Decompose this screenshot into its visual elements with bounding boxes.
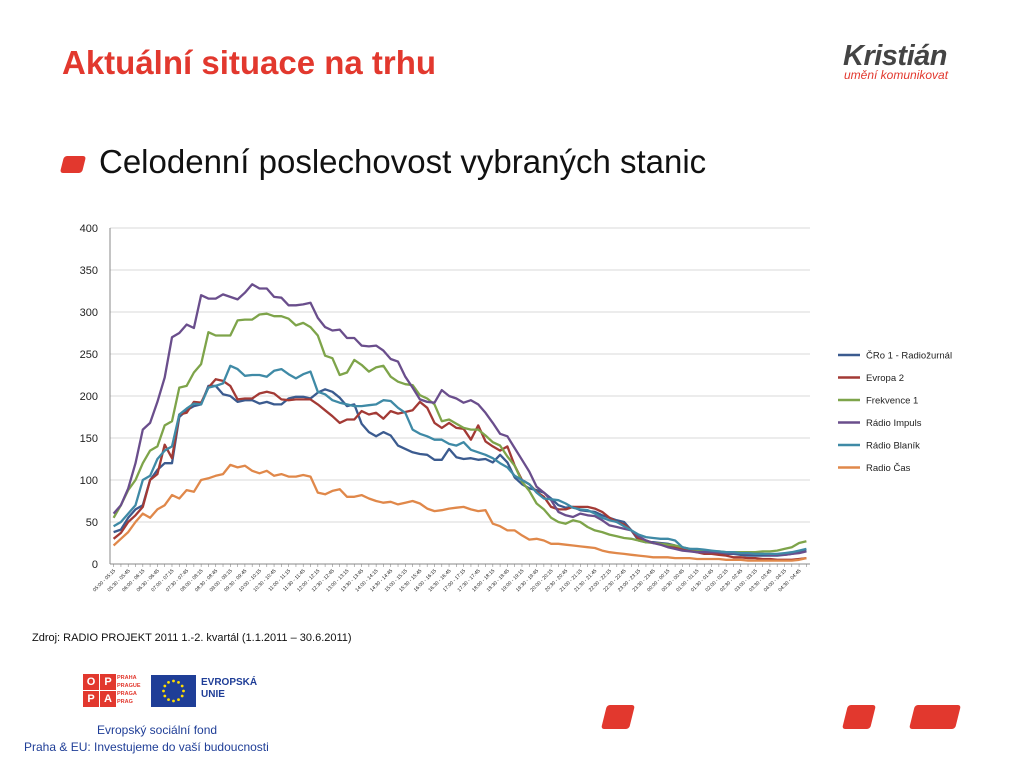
series-line xyxy=(112,283,807,556)
eu-star-icon xyxy=(177,698,180,702)
eu-star-icon xyxy=(182,689,185,693)
opp-side-text: PRAHA PRAGUE PRAGA PRAG xyxy=(117,674,147,707)
y-tick-label: 50 xyxy=(86,517,98,529)
y-tick-label: 200 xyxy=(80,391,98,403)
decor-shape xyxy=(909,705,961,729)
bullet-text: Celodenní poslechovost vybraných stanic xyxy=(99,143,707,180)
esf-slogan: Praha & EU: Investujeme do vaší budoucno… xyxy=(24,740,269,754)
eu-star-icon xyxy=(163,684,167,688)
y-tick-label: 350 xyxy=(80,265,98,277)
slide-title: Aktuální situace na trhu xyxy=(62,44,437,81)
opp-side-line: PRAGA xyxy=(117,691,137,697)
y-tick-label: 150 xyxy=(80,433,98,445)
legend-label: ČRo 1 - Radiožurnál xyxy=(866,351,952,362)
y-tick-label: 0 xyxy=(92,559,98,571)
eu-star-icon xyxy=(167,698,170,702)
series-line xyxy=(113,364,807,556)
legend-label: Radio Čas xyxy=(866,463,911,474)
opp-side-line: PRAHA xyxy=(117,675,137,681)
eu-star-icon xyxy=(180,684,184,688)
eu-star-icon xyxy=(172,699,175,703)
legend-label: Rádio Blaník xyxy=(866,441,920,452)
opp-logo: O P P A PRAHA PRAGUE PRAGA PRAG xyxy=(83,674,149,707)
series-line xyxy=(113,384,807,557)
eu-star-icon xyxy=(177,680,180,684)
series-line xyxy=(112,312,807,554)
esf-name: Evropský sociální fond xyxy=(97,723,218,737)
opp-letter: P xyxy=(100,674,116,690)
eu-star-icon xyxy=(167,680,170,684)
opp-letter: A xyxy=(100,691,116,707)
y-tick-label: 400 xyxy=(80,223,98,235)
legend-label: Rádio Impuls xyxy=(866,418,922,429)
series-line xyxy=(112,463,807,562)
eu-star-icon xyxy=(172,679,175,683)
opp-side-line: PRAGUE xyxy=(117,683,141,689)
opp-side-line: PRAG xyxy=(117,699,133,705)
decor-shape xyxy=(601,705,635,729)
legend-label: Evropa 2 xyxy=(866,373,904,384)
logo-name: Kristián xyxy=(843,40,947,72)
kristian-logo: Kristián umění komunikovat xyxy=(843,40,973,84)
y-tick-label: 300 xyxy=(80,307,98,319)
logo-tagline: umění komunikovat xyxy=(844,68,949,82)
legend-label: Frekvence 1 xyxy=(866,396,918,407)
decor-shape xyxy=(842,705,876,729)
y-tick-label: 100 xyxy=(80,475,98,487)
source-note: Zdroj: RADIO PROJEKT 2011 1.-2. kvartál … xyxy=(32,632,352,644)
eu-label: EVROPSKÁ UNIE xyxy=(201,677,258,700)
bullet-marker-icon xyxy=(59,156,87,173)
opp-letter: O xyxy=(83,674,99,690)
opp-letter: P xyxy=(83,691,99,707)
eu-flag-icon xyxy=(151,675,196,707)
eu-star-icon xyxy=(162,689,165,693)
eu-star-icon xyxy=(180,694,184,698)
eu-star-icon xyxy=(163,694,167,698)
y-tick-label: 250 xyxy=(80,349,98,361)
series-line xyxy=(112,378,807,561)
